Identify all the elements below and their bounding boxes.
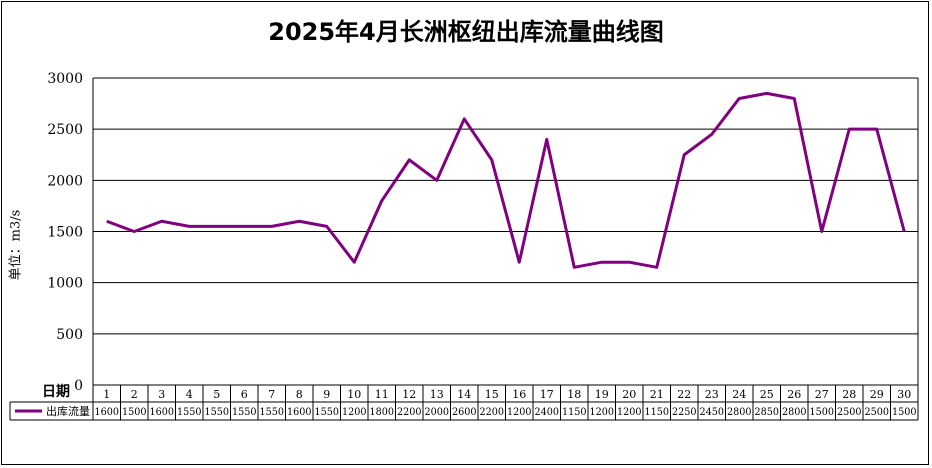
data-label: 2500: [837, 407, 862, 418]
y-tick-label: 1500: [47, 225, 83, 241]
data-label: 1150: [645, 407, 670, 418]
y-tick-label: 2000: [47, 173, 83, 189]
y-tick-label: 3000: [47, 71, 83, 87]
data-label: 1600: [150, 407, 175, 418]
x-tick-label: 28: [842, 388, 856, 401]
x-tick-label: 6: [241, 388, 248, 401]
x-tick-label: 21: [650, 388, 664, 401]
x-tick-label: 17: [540, 388, 554, 401]
grid-lines: [92, 77, 919, 386]
data-label: 1200: [617, 407, 642, 418]
legend-label: 出库流量: [46, 404, 90, 418]
x-tick-label: 16: [512, 388, 526, 401]
data-label: 1500: [810, 407, 835, 418]
y-tick-label: 1000: [47, 276, 83, 292]
data-label: 2250: [672, 407, 697, 418]
data-label: 2800: [782, 407, 807, 418]
x-tick-label: 29: [870, 388, 884, 401]
x-tick-label: 30: [897, 388, 911, 401]
x-tick-label: 9: [323, 388, 330, 401]
data-label: 1600: [95, 407, 120, 418]
x-tick-label: 2: [131, 388, 138, 401]
y-tick-label: 0: [74, 378, 83, 394]
x-tick-label: 12: [402, 388, 416, 401]
x-tick-label: 14: [457, 388, 471, 401]
data-label: 1550: [177, 407, 202, 418]
data-label: 1600: [287, 407, 312, 418]
x-tick-label: 27: [815, 388, 829, 401]
data-label: 1200: [342, 407, 367, 418]
x-tick-label: 19: [595, 388, 609, 401]
x-tick-label: 5: [213, 388, 220, 401]
x-tick-label: 4: [186, 388, 193, 401]
data-label: 1550: [315, 407, 340, 418]
data-label: 2850: [755, 407, 780, 418]
series-layer: [106, 91, 906, 269]
data-label: 2400: [535, 407, 560, 418]
x-tick-label: 1: [103, 388, 110, 401]
data-label: 1200: [507, 407, 532, 418]
data-label: 2200: [480, 407, 505, 418]
data-label: 2600: [452, 407, 477, 418]
x-tick-label: 20: [622, 388, 636, 401]
x-tick-label: 7: [268, 388, 275, 401]
data-label: 2500: [865, 407, 890, 418]
data-label: 1150: [562, 407, 587, 418]
data-label: 1500: [892, 407, 917, 418]
data-label: 1200: [590, 407, 615, 418]
data-label: 1550: [260, 407, 285, 418]
y-axis-ticks: 0 500 1000 1500 2000 2500 3000: [47, 71, 83, 394]
x-tick-label: 10: [347, 388, 361, 401]
data-label: 1550: [205, 407, 230, 418]
x-tick-label: 18: [567, 388, 581, 401]
x-tick-label: 8: [296, 388, 303, 401]
data-label: 2000: [425, 407, 450, 418]
x-tick-label: 15: [485, 388, 499, 401]
x-axis-label: 日期: [42, 384, 70, 400]
x-tick-label: 13: [430, 388, 444, 401]
data-label: 1550: [232, 407, 257, 418]
data-label: 2450: [700, 407, 725, 418]
x-tick-label: 26: [787, 388, 801, 401]
data-label: 2800: [727, 407, 752, 418]
series-line-outflow: [106, 91, 906, 269]
y-tick-label: 500: [56, 327, 83, 343]
x-tick-label: 24: [732, 388, 746, 401]
data-label: 2200: [397, 407, 422, 418]
y-tick-label: 2500: [47, 122, 83, 138]
data-label: 1800: [370, 407, 395, 418]
x-tick-label: 3: [158, 388, 165, 401]
x-tick-label: 11: [375, 388, 389, 401]
x-tick-label: 25: [760, 388, 774, 401]
x-tick-label: 22: [677, 388, 691, 401]
chart-title: 2025年4月长洲枢纽出库流量曲线图: [268, 18, 664, 46]
data-label: 1500: [122, 407, 147, 418]
x-tick-label: 23: [705, 388, 719, 401]
